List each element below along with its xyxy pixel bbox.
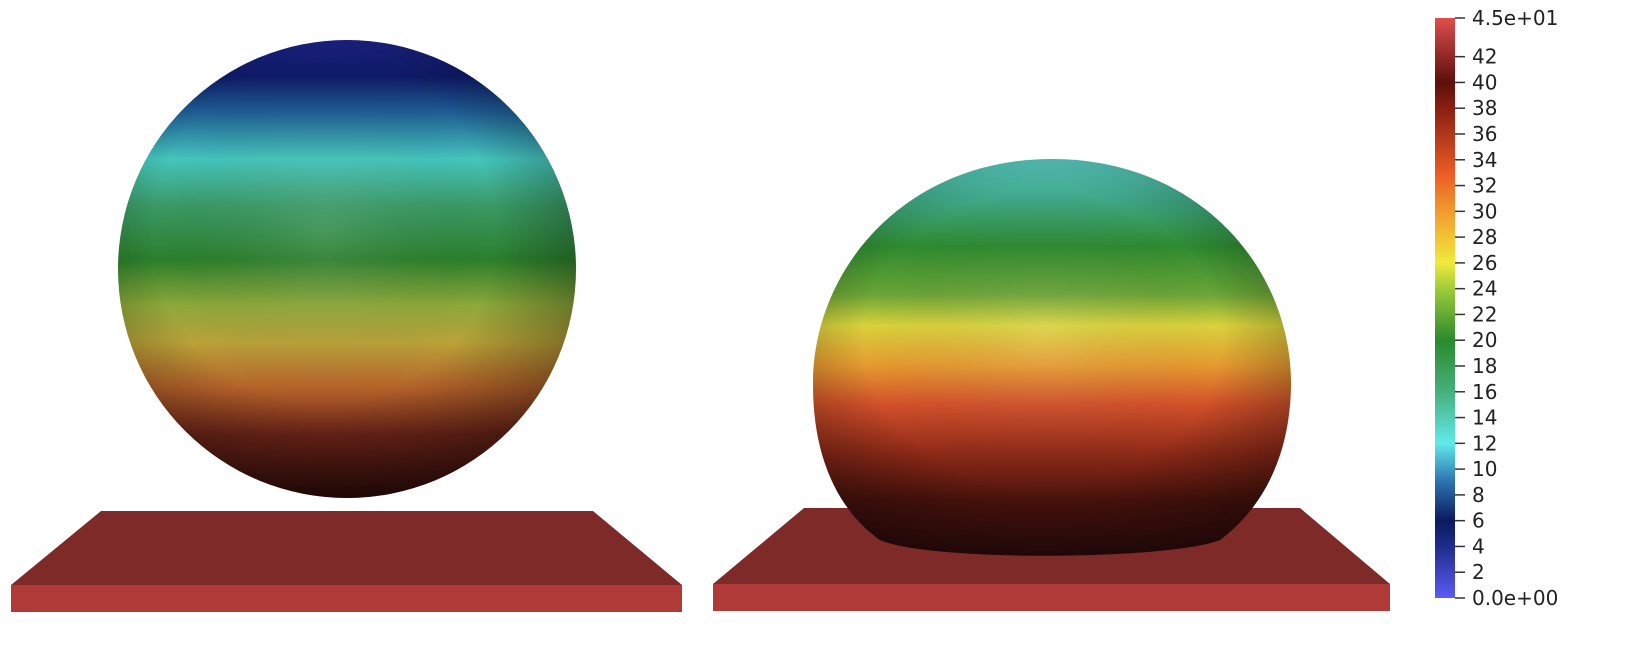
colorbar-tick-label: 30 <box>1472 199 1497 223</box>
colorbar-tick-label: 26 <box>1472 251 1497 275</box>
colorbar-tick-label: 42 <box>1472 45 1497 69</box>
colorbar-tick-label: 16 <box>1472 380 1497 404</box>
colorbar-min-label: 0.0e+00 <box>1472 586 1558 610</box>
colorbar-tick-label: 32 <box>1472 174 1497 198</box>
colorbar-tick-label: 10 <box>1472 457 1497 481</box>
colorbar-tick-label: 14 <box>1472 406 1497 430</box>
colorbar-tick-label: 40 <box>1472 70 1497 94</box>
left-sphere <box>118 40 576 498</box>
left-plate-top <box>11 511 682 585</box>
colorbar-tick-label: 2 <box>1472 560 1485 584</box>
colorbar-tick-label: 20 <box>1472 328 1497 352</box>
left-plate <box>11 511 682 612</box>
colorbar-tick-label: 36 <box>1472 122 1497 146</box>
colorbar-tick-label: 8 <box>1472 483 1485 507</box>
colorbar-tick-label: 34 <box>1472 148 1497 172</box>
colorbar-tick-label: 12 <box>1472 431 1497 455</box>
colorbar-max-label: 4.5e+01 <box>1472 6 1558 30</box>
colorbar-tick-label: 24 <box>1472 277 1497 301</box>
left-plate-front <box>11 585 682 612</box>
colorbar-tick-label: 22 <box>1472 302 1497 326</box>
colorbar-tick-label: 6 <box>1472 509 1485 533</box>
colorbar-gradient <box>1435 18 1455 598</box>
colorbar-tick-label: 18 <box>1472 354 1497 378</box>
right-plate-front <box>713 584 1390 611</box>
right-droplet <box>812 159 1292 556</box>
colorbar-tick-label: 4 <box>1472 534 1485 558</box>
colorbar-tick-label: 38 <box>1472 96 1497 120</box>
colorbar-tick-label: 28 <box>1472 225 1497 249</box>
